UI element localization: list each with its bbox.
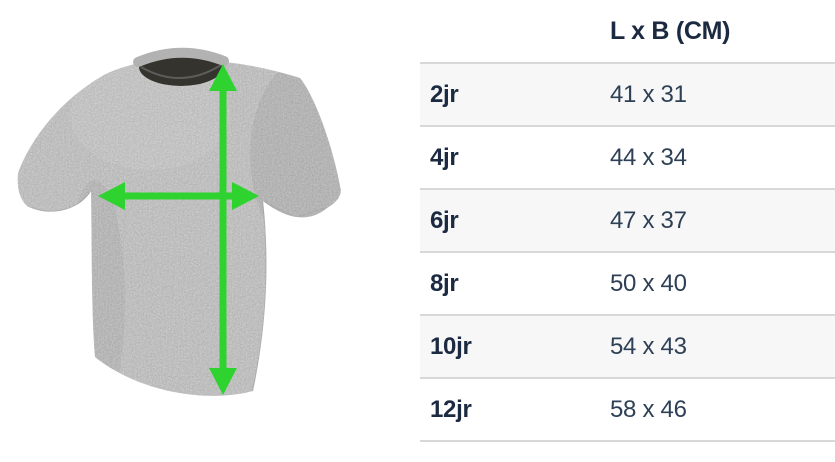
size-label: 12jr bbox=[430, 395, 472, 423]
size-label: 2jr bbox=[430, 80, 459, 108]
table-row: 6jr 47 x 37 bbox=[420, 188, 835, 251]
size-table-header-row: L x B (CM) bbox=[420, 0, 835, 62]
size-value: 58 x 46 bbox=[610, 395, 687, 423]
size-value: 47 x 37 bbox=[610, 206, 687, 234]
vertical-length-arrow-icon bbox=[209, 64, 237, 395]
size-value: 44 x 34 bbox=[610, 143, 687, 171]
size-label: 10jr bbox=[430, 332, 472, 360]
tshirt-measurement-figure bbox=[0, 0, 410, 462]
tshirt-body bbox=[17, 54, 341, 396]
table-row: 4jr 44 x 34 bbox=[420, 125, 835, 188]
size-value: 50 x 40 bbox=[610, 269, 687, 297]
tshirt-graphic bbox=[17, 47, 341, 396]
collar bbox=[133, 47, 229, 86]
size-value: 54 x 43 bbox=[610, 332, 687, 360]
measurements-column-header: L x B (CM) bbox=[610, 16, 731, 45]
table-row: 8jr 50 x 40 bbox=[420, 251, 835, 314]
size-label: 4jr bbox=[430, 143, 459, 171]
size-label: 8jr bbox=[430, 269, 459, 297]
table-row: 12jr 58 x 46 bbox=[420, 377, 835, 440]
size-table-body: 2jr 41 x 31 4jr 44 x 34 6jr 47 x 37 8jr … bbox=[420, 62, 835, 442]
size-table: L x B (CM) 2jr 41 x 31 4jr 44 x 34 6jr 4… bbox=[420, 0, 835, 442]
horizontal-width-arrow-icon bbox=[98, 182, 259, 210]
size-value: 41 x 31 bbox=[610, 80, 687, 108]
table-row: 2jr 41 x 31 bbox=[420, 62, 835, 125]
size-label: 6jr bbox=[430, 206, 459, 234]
table-row: 10jr 54 x 43 bbox=[420, 314, 835, 377]
